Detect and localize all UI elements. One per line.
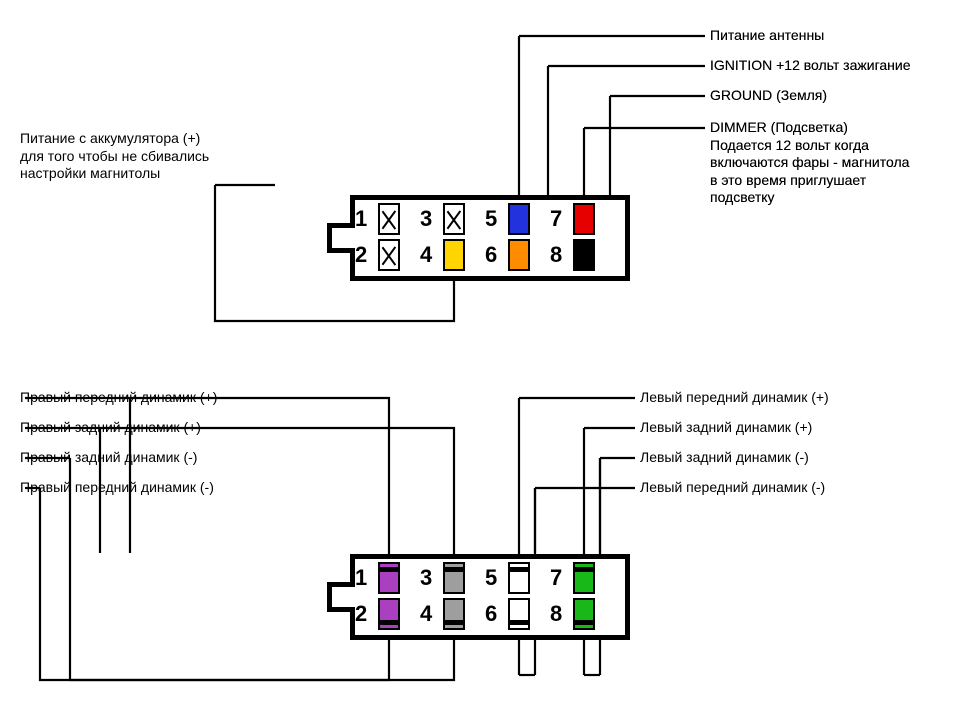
connector-A-pin-6	[508, 239, 530, 271]
diagram-stage: 1 2 3 4 5 6 7 8 1 2 3 4 5 6 7 8 Питание антенны IGNITION …	[0, 0, 960, 720]
label-B-pin3: Правый задний динамик (+)	[20, 419, 320, 437]
label-B-pin7: Левый задний динамик (+)	[640, 419, 940, 437]
connector-B-pin-2	[378, 598, 400, 630]
connector-B-pin-1-number: 1	[355, 565, 367, 591]
label-B-pin5: Левый передний динамик (+)	[640, 389, 940, 407]
connector-B-pin-3-number: 3	[420, 565, 432, 591]
connector-A-pin-3-number: 3	[420, 206, 432, 232]
connector-A-pin-8-number: 8	[550, 242, 562, 268]
label-A-pin7: DIMMER (Подсветка)Подается 12 вольт когд…	[710, 119, 950, 207]
connector-B-pin-6	[508, 598, 530, 630]
label-B-pin6: Левый передний динамик (-)	[640, 479, 940, 497]
connector-A-pin-1-number: 1	[355, 206, 367, 232]
label-A-pin8: GROUND (Земля)	[710, 87, 950, 105]
connector-B-pin-5	[508, 562, 530, 594]
connector-A-pin-5-number: 5	[485, 206, 497, 232]
connector-B-pin-2-number: 2	[355, 601, 367, 627]
label-B-pin8: Левый задний динамик (-)	[640, 449, 940, 467]
connector-A-pin-2-number: 2	[355, 242, 367, 268]
connector-A-pin-5	[508, 203, 530, 235]
connector-B-pin-7-number: 7	[550, 565, 562, 591]
connector-B-pin-8-number: 8	[550, 601, 562, 627]
connector-B-pin-4	[443, 598, 465, 630]
connector-A-pin-4	[443, 239, 465, 271]
connector-B-pin-3	[443, 562, 465, 594]
connector-B-pin-6-number: 6	[485, 601, 497, 627]
label-B-pin2: Правый передний динамик (-)	[20, 479, 320, 497]
connector-A-pin-2	[378, 239, 400, 271]
connector-B-pin-8	[573, 598, 595, 630]
connector-A-notch	[327, 223, 355, 253]
connector-B-notch	[327, 582, 355, 612]
label-B-pin1: Правый передний динамик (+)	[20, 389, 320, 407]
connector-A-pin-7-number: 7	[550, 206, 562, 232]
connector-A-pin-7	[573, 203, 595, 235]
connector-A-pin-4-number: 4	[420, 242, 432, 268]
label-A-pin4: Питание с аккумулятора (+)для того чтобы…	[20, 130, 250, 183]
label-A-pin6: IGNITION +12 вольт зажигание	[710, 57, 950, 75]
connector-B-pin-1	[378, 562, 400, 594]
connector-B-pin-5-number: 5	[485, 565, 497, 591]
connector-A-pin-6-number: 6	[485, 242, 497, 268]
label-B-pin4: Правый задний динамик (-)	[20, 449, 320, 467]
connector-A-pin-3	[443, 203, 465, 235]
connector-B-pin-4-number: 4	[420, 601, 432, 627]
connector-A-pin-1	[378, 203, 400, 235]
connector-A-pin-8	[573, 239, 595, 271]
label-A-pin5: Питание антенны	[710, 27, 950, 45]
connector-B-pin-7	[573, 562, 595, 594]
